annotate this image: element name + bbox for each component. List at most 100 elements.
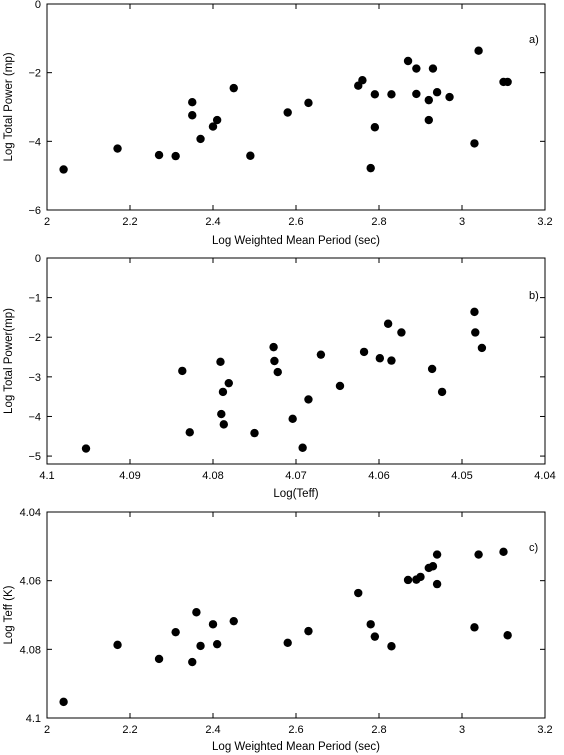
panel-c-data-point xyxy=(432,579,442,589)
panel-b-x-axis-title: Log(Teff) xyxy=(273,488,318,500)
panel-a-data-point xyxy=(366,163,375,173)
panel-c-x-tick-label: 3.2 xyxy=(537,724,552,736)
panel-c-frame xyxy=(46,511,546,719)
panel-c-data-point xyxy=(503,631,512,640)
panel-a-data-point xyxy=(403,56,413,66)
panel-b-points xyxy=(81,307,487,453)
panel-c-data-point xyxy=(304,626,313,636)
panel-b-label: b) xyxy=(529,290,539,302)
panel-b-data-point xyxy=(224,378,233,388)
panel-c-label: c) xyxy=(529,542,538,554)
panel-a-data-point xyxy=(387,90,396,99)
panel-a-x-tick-label: 2.6 xyxy=(288,216,303,228)
panel-c-x-tick-label: 2 xyxy=(44,724,50,736)
panel-a-x-tick-label: 2.8 xyxy=(371,216,386,228)
panel-a-data-point xyxy=(424,115,433,125)
panel-b-data-point xyxy=(437,387,447,397)
panel-b-data-point xyxy=(375,354,385,363)
panel-c-x-tick-label: 2.4 xyxy=(205,724,220,736)
panel-b: 4.1 4.09 4.08 4.07 4.06 4.05 4.04 0 −1 −2 −3 −4 −5 b… xyxy=(3,253,556,500)
panel-b-y-tick-label: 0 xyxy=(35,253,41,265)
panel-b-data-point xyxy=(269,342,278,352)
panel-c-data-point xyxy=(283,638,292,648)
panel-a-x-tick-label: 2.2 xyxy=(122,216,137,228)
panel-c-data-point xyxy=(192,608,201,617)
panel-c-y-tick-label: 4.08 xyxy=(20,644,41,656)
panel-a-data-point xyxy=(246,151,255,160)
panel-c-data-point xyxy=(366,620,375,629)
panel-a-data-point xyxy=(370,123,380,132)
panel-b-x-tick-label: 4.05 xyxy=(451,470,472,482)
panel-b-data-point xyxy=(81,444,91,453)
panel-a-data-point xyxy=(370,90,380,99)
panel-c-y-tick-label: 4.04 xyxy=(20,507,41,519)
panel-a-frame xyxy=(46,3,546,211)
panel-a-label: a) xyxy=(529,34,539,46)
panel-c-x-tick-label: 2.6 xyxy=(288,724,303,736)
panel-a-y-tick-label: 0 xyxy=(35,0,41,11)
panel-b-y-tick-label: −3 xyxy=(28,372,41,384)
panel-c-data-point xyxy=(370,632,380,641)
panel-a-x-tick-label: 2 xyxy=(44,216,50,228)
panel-a-data-point xyxy=(474,46,483,55)
panel-a-data-point xyxy=(470,139,479,148)
panel-c-data-point xyxy=(499,547,508,557)
panel-b-frame xyxy=(46,257,546,465)
panel-c-data-point xyxy=(474,550,483,559)
panel-a-y-axis-title: Log Total Power (mp) xyxy=(3,52,15,161)
panel-a-data-point xyxy=(212,115,222,125)
panel-c-x-tick-label: 2.8 xyxy=(371,724,386,736)
panel-c-x-tick-label: 2.2 xyxy=(122,724,137,736)
panel-c-data-point xyxy=(229,616,238,626)
panel-b-data-point xyxy=(288,414,297,424)
panel-c-data-point xyxy=(416,572,425,582)
panel-a-data-point xyxy=(188,111,197,120)
panel-b-y-tick-label: −4 xyxy=(28,411,41,423)
panel-c-data-point xyxy=(188,657,197,667)
panel-b-data-point xyxy=(216,357,225,366)
panel-b-data-point xyxy=(250,428,259,438)
panel-a-y-tick-label: −6 xyxy=(28,205,41,217)
panel-c-data-point xyxy=(470,623,479,632)
panel-b-data-point xyxy=(335,381,345,391)
panel-b-data-point xyxy=(218,387,228,397)
panel-a: 2 2.2 2.4 2.6 2.8 3 3.2 0 −2 −4 −6 a) Log Weighted… xyxy=(3,0,553,247)
panel-a-data-point xyxy=(412,64,421,73)
panel-c-data-point xyxy=(428,562,438,571)
panel-a-x-tick-label: 3 xyxy=(459,216,465,228)
panel-b-data-point xyxy=(304,395,313,404)
panel-c-data-point xyxy=(196,641,205,651)
panel-b-data-point xyxy=(185,428,194,437)
panel-a-data-point xyxy=(432,88,442,97)
panel-b-x-tick-label: 4.1 xyxy=(39,470,54,482)
panel-b-x-tick-label: 4.07 xyxy=(285,470,306,482)
panel-c-y-tick-label: 4.06 xyxy=(20,576,41,588)
panel-a-points xyxy=(59,46,512,174)
panel-c-data-point xyxy=(154,654,164,664)
panel-b-data-point xyxy=(470,307,479,317)
panel-a-x-axis-title: Log Weighted Mean Period (sec) xyxy=(212,235,380,247)
panel-a-data-point xyxy=(229,83,238,93)
panel-b-data-point xyxy=(477,343,487,353)
panel-a-data-point xyxy=(445,92,454,102)
panel-c-data-point xyxy=(354,588,363,598)
panel-c-points xyxy=(59,547,512,707)
panel-a-data-point xyxy=(283,108,292,117)
panel-a-data-point xyxy=(196,134,205,144)
panel-a-y-tick-label: −2 xyxy=(28,68,41,80)
panel-b-data-point xyxy=(397,328,406,337)
panel-b-data-point xyxy=(219,420,228,429)
panel-b-data-point xyxy=(383,319,393,328)
panel-b-y-tick-label: −2 xyxy=(28,332,41,344)
panel-b-y-axis-title: Log Total Power(mp) xyxy=(3,308,15,414)
panel-b-data-point xyxy=(273,367,282,377)
panel-c: 2 2.2 2.4 2.6 2.8 3 3.2 4.04 4.06 4.08 4.1 c) Log … xyxy=(3,507,553,753)
panel-b-data-point xyxy=(316,350,326,359)
panel-b-data-point xyxy=(217,409,226,419)
panel-a-data-point xyxy=(412,89,421,99)
panel-a-data-point xyxy=(424,95,433,105)
panel-a-x-tick-label: 3.2 xyxy=(537,216,552,228)
panel-c-data-point xyxy=(432,550,442,559)
panel-b-ticks: 4.1 4.09 4.08 4.07 4.06 4.05 4.04 0 −1 −2 −3 −4 −5 xyxy=(28,253,555,482)
